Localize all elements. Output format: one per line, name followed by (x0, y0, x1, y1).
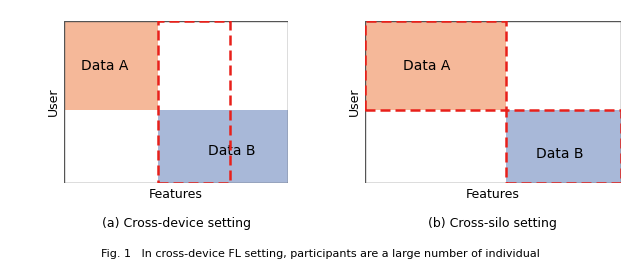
Text: Data B: Data B (208, 144, 256, 158)
Bar (158, 110, 288, 183)
Text: Data A: Data A (81, 59, 128, 73)
Bar (158, 21, 230, 183)
Text: Data A: Data A (403, 59, 450, 73)
X-axis label: Features: Features (149, 188, 203, 201)
Text: (a) Cross-device setting: (a) Cross-device setting (102, 217, 250, 231)
Bar (365, 21, 506, 110)
Bar (64, 21, 158, 110)
Text: Data B: Data B (536, 147, 583, 161)
Text: (b) Cross-silo setting: (b) Cross-silo setting (428, 217, 557, 231)
X-axis label: Features: Features (466, 188, 520, 201)
Text: Fig. 1   In cross-device FL setting, participants are a large number of individu: Fig. 1 In cross-device FL setting, parti… (100, 249, 540, 259)
Bar (506, 110, 621, 183)
Y-axis label: User: User (47, 88, 60, 116)
Y-axis label: User: User (348, 88, 360, 116)
Bar (365, 21, 506, 110)
Bar (506, 110, 621, 183)
